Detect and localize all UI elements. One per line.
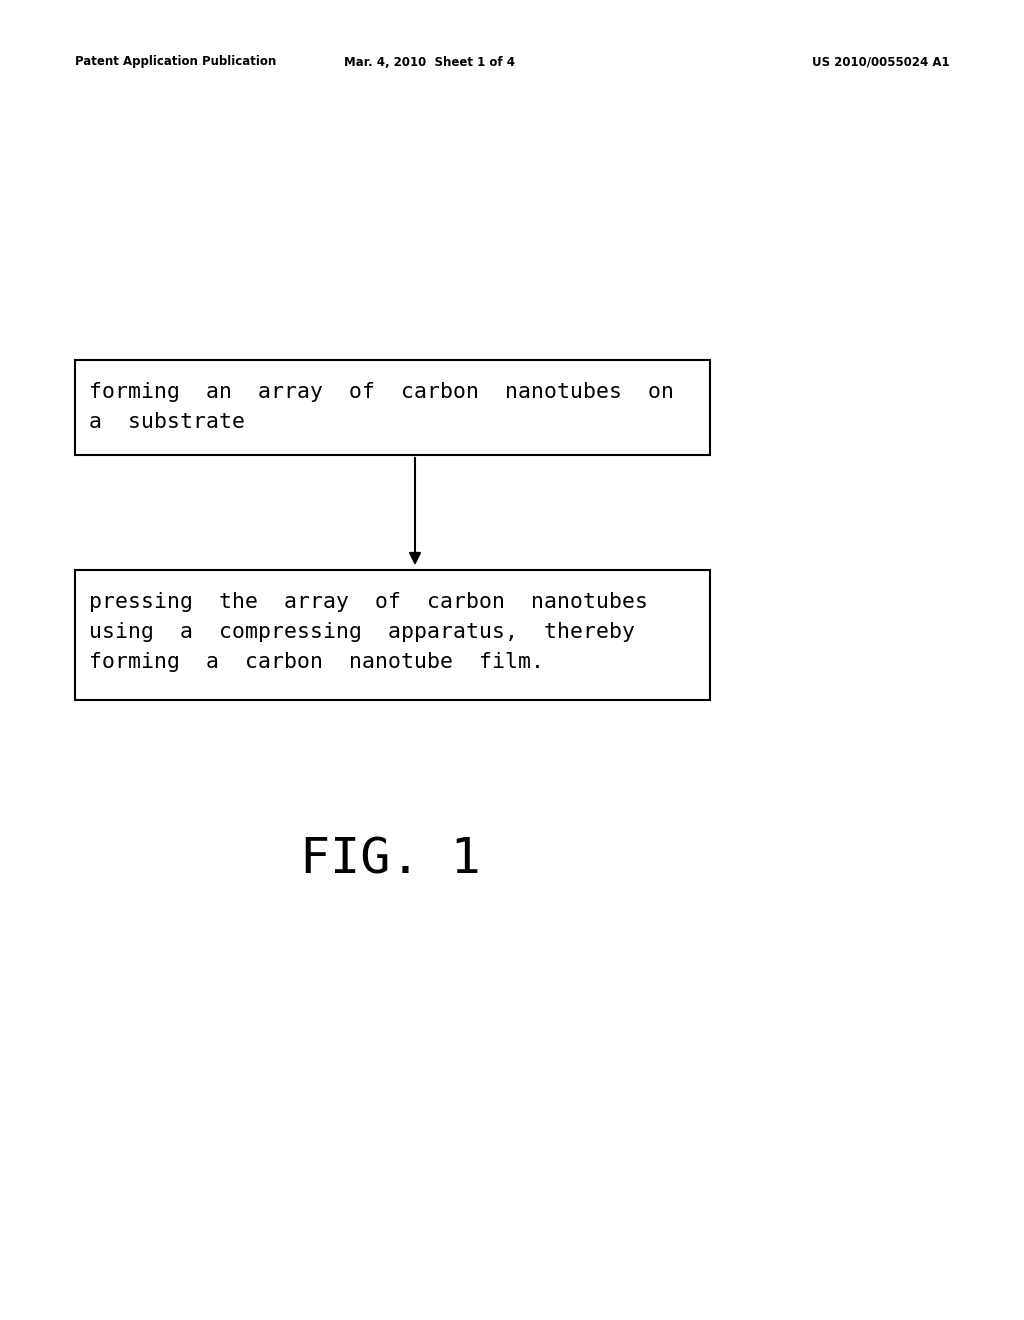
- Text: forming  an  array  of  carbon  nanotubes  on: forming an array of carbon nanotubes on: [89, 381, 674, 403]
- Bar: [75, 570, 710, 700]
- Text: Patent Application Publication: Patent Application Publication: [75, 55, 276, 69]
- Text: US 2010/0055024 A1: US 2010/0055024 A1: [812, 55, 950, 69]
- Text: FIG. 1: FIG. 1: [300, 836, 480, 884]
- Text: using  a  compressing  apparatus,  thereby: using a compressing apparatus, thereby: [89, 622, 635, 642]
- Bar: [75, 360, 710, 455]
- Text: pressing  the  array  of  carbon  nanotubes: pressing the array of carbon nanotubes: [89, 591, 648, 612]
- Text: Mar. 4, 2010  Sheet 1 of 4: Mar. 4, 2010 Sheet 1 of 4: [344, 55, 515, 69]
- Text: a  substrate: a substrate: [89, 412, 245, 432]
- Text: forming  a  carbon  nanotube  film.: forming a carbon nanotube film.: [89, 652, 544, 672]
